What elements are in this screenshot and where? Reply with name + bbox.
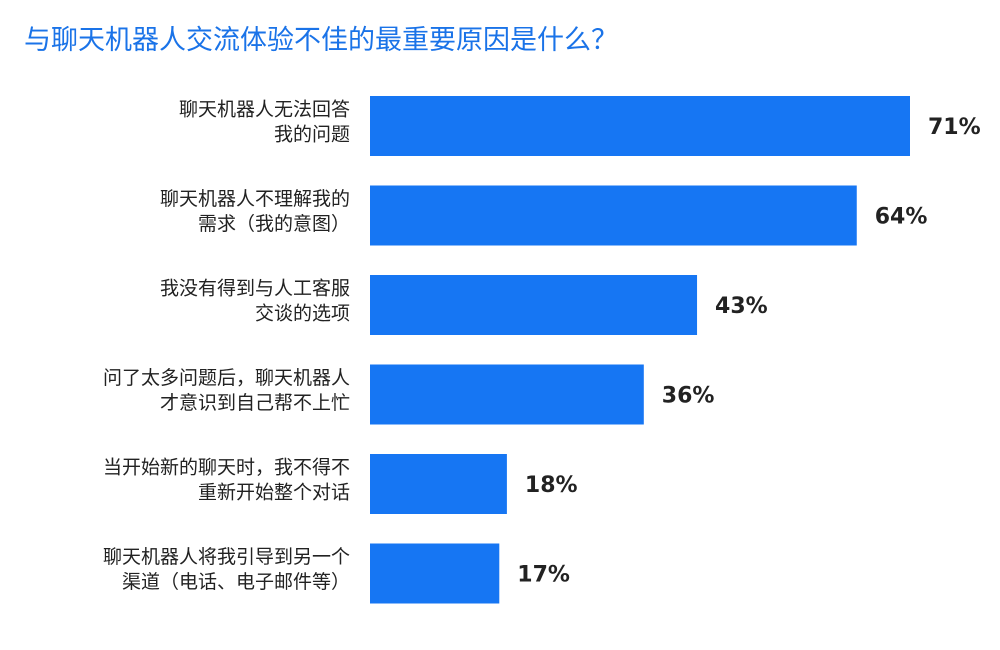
bar-4 [370, 454, 507, 514]
category-label-1-line-0: 聊天机器人不理解我的 [160, 188, 350, 210]
value-label-1: 64% [875, 205, 928, 230]
category-label-3-line-1: 才意识到自己帮不上忙 [160, 392, 350, 414]
value-label-0: 71% [928, 115, 981, 140]
category-label-5-line-1: 渠道（电话、电子邮件等） [122, 571, 350, 593]
category-label-4-line-0: 当开始新的聊天时，我不得不 [103, 457, 350, 479]
value-label-3: 36% [662, 384, 715, 409]
bar-3 [370, 364, 644, 425]
category-label-1-line-1: 需求（我的意图） [198, 213, 350, 235]
bar-2 [370, 275, 698, 335]
value-label-2: 43% [715, 294, 768, 319]
category-label-0-line-0: 聊天机器人无法回答 [179, 99, 350, 121]
value-label-4: 18% [525, 473, 578, 498]
bar-5 [370, 543, 500, 604]
category-label-3-line-0: 问了太多问题后，聊天机器人 [103, 367, 350, 389]
category-label-2-line-0: 我没有得到与人工客服 [160, 278, 350, 300]
bar-0 [370, 96, 910, 156]
bar-1 [370, 185, 857, 246]
category-label-2-line-1: 交谈的选项 [255, 303, 350, 325]
value-label-5: 17% [517, 563, 570, 588]
category-label-0-line-1: 我的问题 [274, 124, 350, 146]
category-label-4-line-1: 重新开始整个对话 [198, 482, 350, 504]
category-label-5-line-0: 聊天机器人将我引导到另一个 [103, 546, 350, 568]
chart-title: 与聊天机器人交流体验不佳的最重要原因是什么？ [24, 25, 618, 56]
